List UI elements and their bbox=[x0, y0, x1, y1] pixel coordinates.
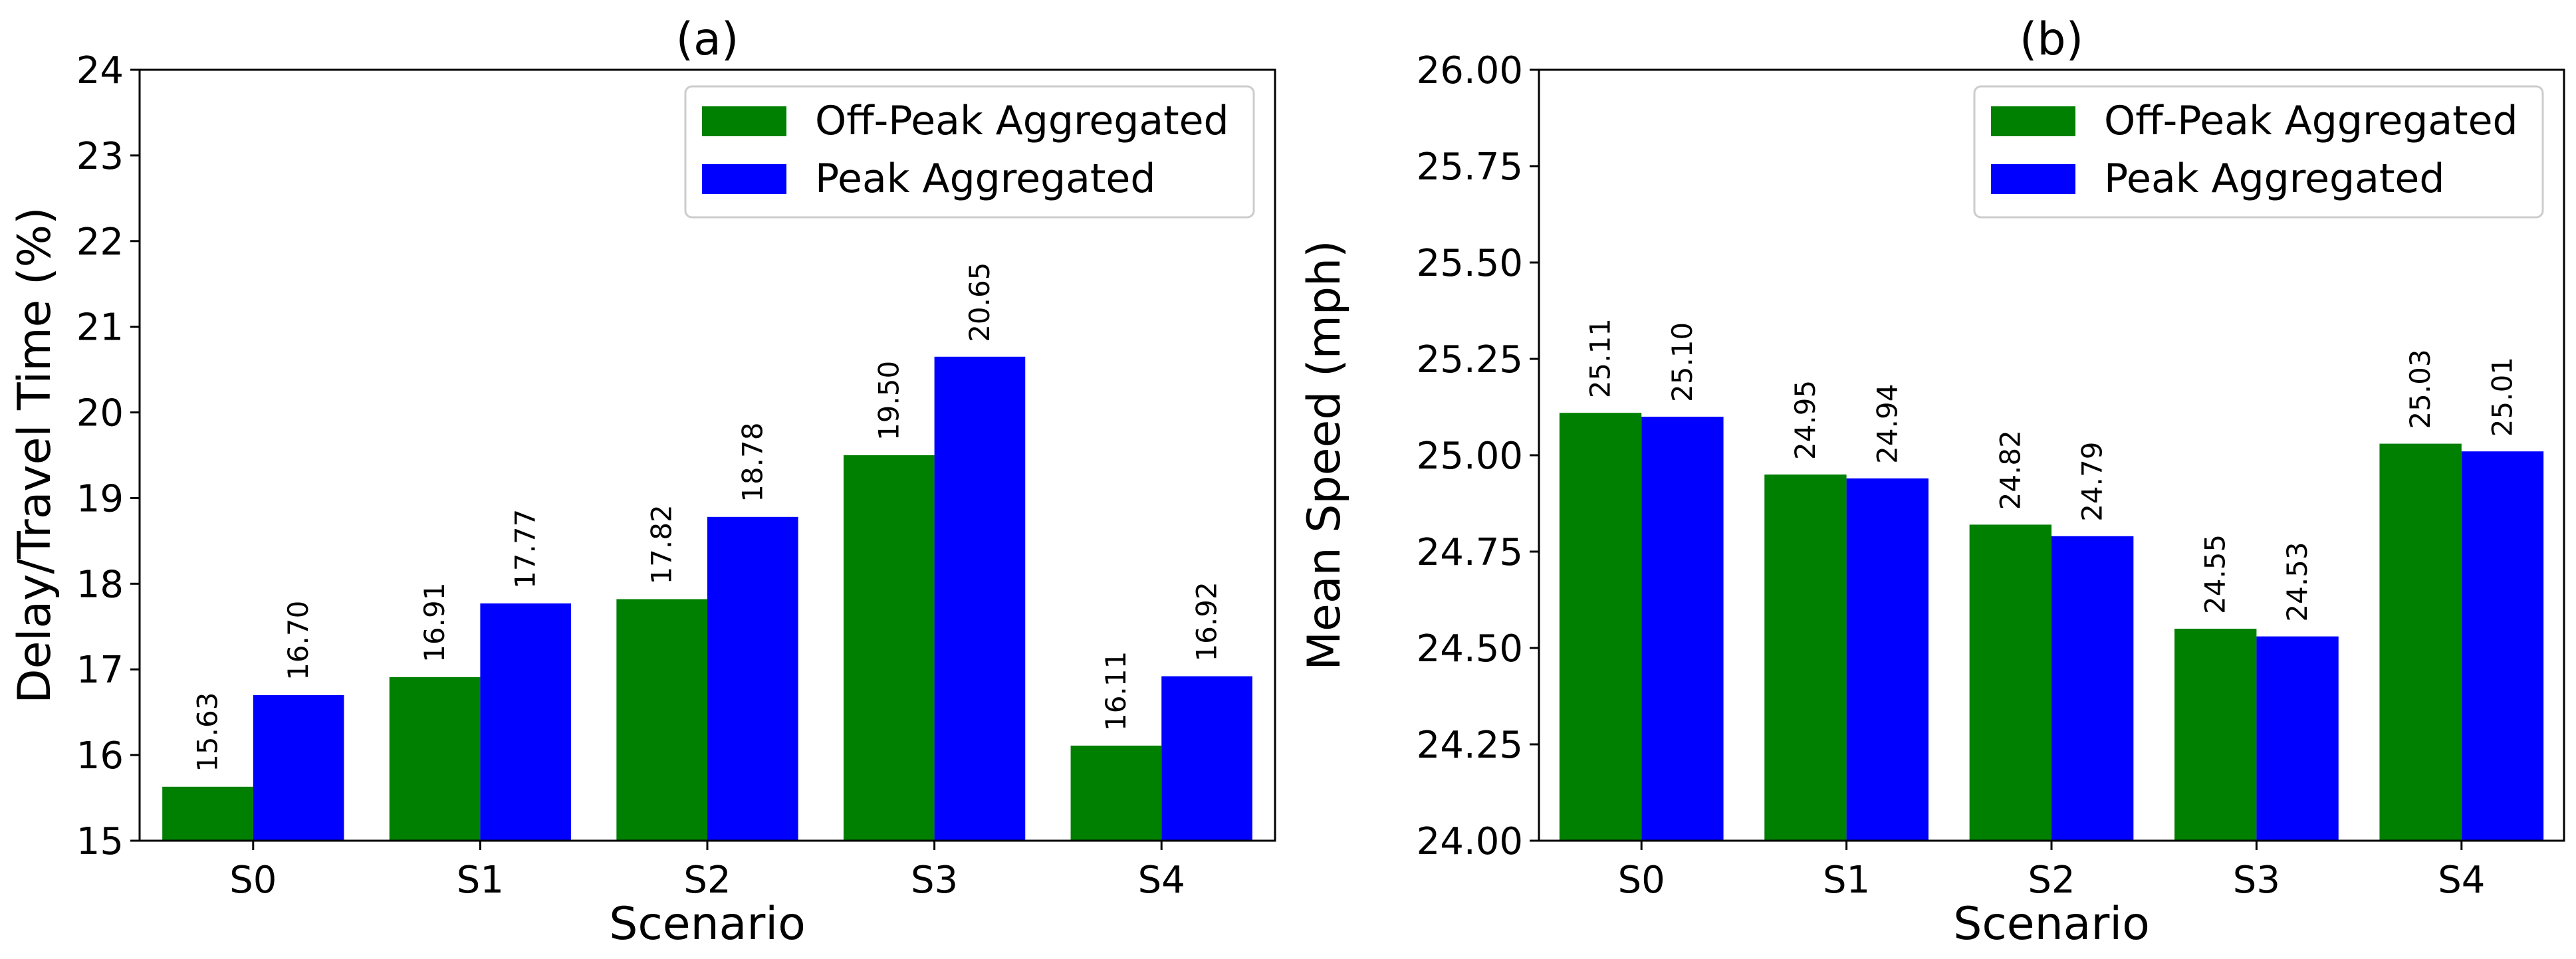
chart-panel-a: 15.63 16.91 17.82 19.50 16.11 16.70 17.77 18.78… bbox=[9, 13, 1276, 950]
bar-off-peak-s4 bbox=[1070, 745, 1162, 841]
y-tick-label: 24.75 bbox=[1417, 531, 1523, 574]
bar-off-peak-s3 bbox=[843, 455, 935, 841]
y-tick-label: 17 bbox=[76, 649, 124, 692]
data-label: 18.78 bbox=[736, 423, 768, 502]
y-tick-label: 18 bbox=[76, 563, 124, 606]
y-tick-label: 25.75 bbox=[1417, 146, 1523, 189]
bar-off-peak-s3 bbox=[2174, 629, 2257, 841]
legend-label: Off-Peak Aggregated bbox=[2104, 98, 2518, 144]
y-tick-label: 15 bbox=[76, 820, 124, 863]
x-tick-label: S2 bbox=[683, 859, 731, 902]
legend-box bbox=[1973, 85, 2544, 219]
y-tick-label: 25.50 bbox=[1417, 242, 1523, 285]
x-tick-label: S3 bbox=[2233, 859, 2280, 902]
bar-off-peak-s4 bbox=[2379, 443, 2462, 841]
data-label: 16.92 bbox=[1191, 582, 1223, 661]
chart-panel-b: 25.11 24.95 24.82 24.55 25.03 25.10 24.94 24.79… bbox=[1298, 13, 2565, 950]
x-tick-label: S1 bbox=[457, 859, 504, 902]
bar-peak-s4 bbox=[1161, 676, 1252, 841]
bar-peak-s1 bbox=[1846, 478, 1929, 841]
y-axis-label: Mean Speed (mph) bbox=[1298, 240, 1351, 670]
bar-peak-s0 bbox=[253, 694, 344, 841]
y-tick-label: 16 bbox=[76, 734, 124, 778]
data-label: 25.01 bbox=[2486, 357, 2518, 437]
legend-label: Off-Peak Aggregated bbox=[815, 98, 1229, 144]
bar-peak-s3 bbox=[934, 356, 1026, 841]
legend-swatch-off-peak bbox=[702, 106, 786, 136]
data-label: 16.91 bbox=[418, 583, 451, 663]
y-axis-label: Delay/Travel Time (%) bbox=[9, 207, 61, 703]
bar-off-peak-s2 bbox=[1969, 524, 2051, 841]
data-label: 20.65 bbox=[963, 263, 996, 342]
data-label: 24.94 bbox=[1871, 384, 1903, 464]
bar-off-peak-s0 bbox=[162, 786, 253, 841]
legend: Off-Peak Aggregated Peak Aggregated bbox=[1973, 85, 2544, 219]
y-tick-label: 25.25 bbox=[1417, 338, 1523, 381]
x-tick-label: S4 bbox=[1138, 859, 1185, 902]
data-label: 24.55 bbox=[2199, 534, 2232, 614]
y-tick-label: 21 bbox=[76, 306, 124, 350]
legend-label: Peak Aggregated bbox=[2104, 156, 2444, 202]
y-tick-label: 24 bbox=[76, 49, 124, 92]
y-tick-label: 19 bbox=[76, 477, 124, 520]
x-tick-label: S0 bbox=[229, 859, 277, 902]
data-label: 24.53 bbox=[2281, 542, 2313, 621]
x-axis-label: Scenario bbox=[609, 898, 806, 950]
legend-swatch-peak bbox=[702, 164, 786, 194]
y-tick-label: 23 bbox=[76, 135, 124, 178]
x-tick-label: S0 bbox=[1618, 859, 1665, 902]
bar-peak-s1 bbox=[480, 603, 572, 841]
chart-title: (a) bbox=[676, 13, 739, 66]
bar-peak-s4 bbox=[2461, 451, 2544, 841]
data-label: 17.77 bbox=[509, 509, 542, 589]
y-tick-label: 22 bbox=[76, 221, 124, 264]
y-tick-label: 24.50 bbox=[1417, 627, 1523, 671]
data-label: 15.63 bbox=[191, 693, 223, 772]
bar-peak-s2 bbox=[707, 516, 798, 841]
bar-off-peak-s2 bbox=[616, 599, 707, 841]
x-tick-label: S4 bbox=[2438, 859, 2485, 902]
bar-off-peak-s0 bbox=[1559, 413, 1642, 841]
data-label: 24.95 bbox=[1789, 380, 1821, 460]
legend: Off-Peak Aggregated Peak Aggregated bbox=[684, 85, 1255, 219]
data-label: 25.10 bbox=[1666, 322, 1698, 402]
data-label: 25.11 bbox=[1584, 318, 1617, 398]
x-tick-label: S1 bbox=[1823, 859, 1870, 902]
data-label: 16.11 bbox=[1100, 651, 1132, 731]
legend-label: Peak Aggregated bbox=[815, 156, 1155, 202]
bar-peak-s3 bbox=[2256, 636, 2339, 841]
bar-peak-s0 bbox=[1641, 417, 1724, 841]
x-tick-label: S2 bbox=[2028, 859, 2075, 902]
x-tick-label: S3 bbox=[911, 859, 958, 902]
chart-title: (b) bbox=[2020, 13, 2083, 66]
y-tick-label: 24.00 bbox=[1417, 820, 1523, 863]
data-label: 16.70 bbox=[282, 601, 314, 681]
y-tick-label: 20 bbox=[76, 392, 124, 435]
x-axis-label: Scenario bbox=[1953, 898, 2150, 950]
data-label: 17.82 bbox=[645, 504, 678, 584]
y-tick-label: 25.00 bbox=[1417, 435, 1523, 478]
y-tick-label: 26.00 bbox=[1417, 49, 1523, 92]
bar-off-peak-s1 bbox=[1764, 475, 1847, 841]
legend-swatch-off-peak bbox=[1991, 106, 2075, 136]
legend-swatch-peak bbox=[1991, 164, 2075, 194]
legend-box bbox=[684, 85, 1255, 219]
data-label: 25.03 bbox=[2404, 349, 2436, 429]
y-tick-label: 24.25 bbox=[1417, 724, 1523, 767]
bar-off-peak-s1 bbox=[389, 677, 481, 841]
data-label: 24.82 bbox=[1994, 430, 2026, 510]
bar-peak-s2 bbox=[2051, 536, 2134, 841]
data-label: 24.79 bbox=[2076, 442, 2109, 522]
data-label: 19.50 bbox=[872, 361, 905, 441]
